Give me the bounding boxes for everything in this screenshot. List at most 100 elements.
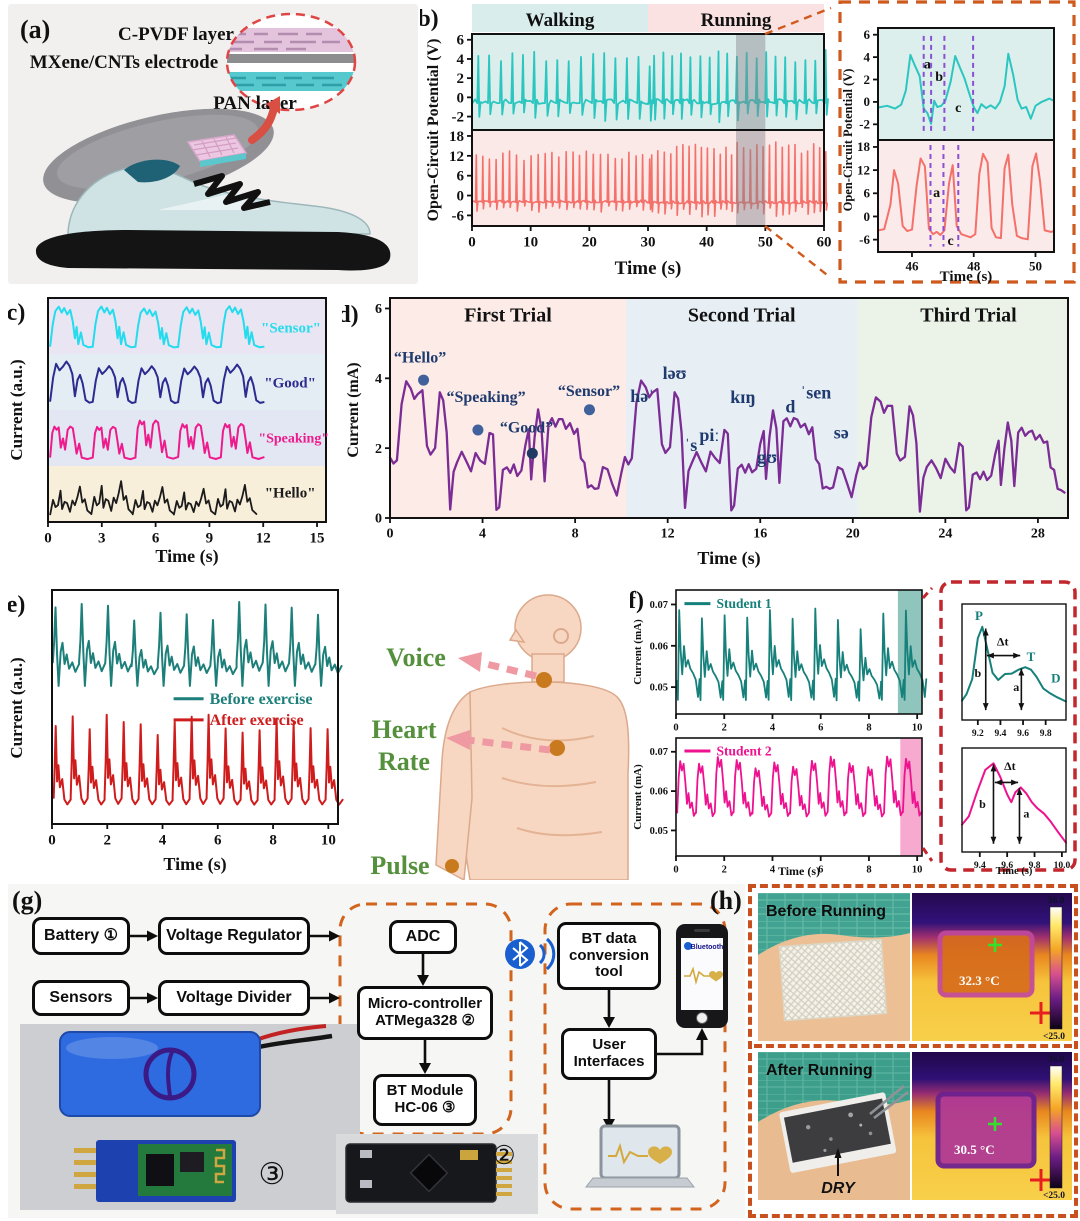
x-tick-label: 30	[641, 234, 656, 250]
label-mxene: MXene/CNTs electrode	[30, 52, 218, 73]
y-tick-label: 4	[864, 49, 871, 64]
green-crosshair	[988, 938, 1002, 952]
panel-text: (f)	[630, 588, 644, 614]
x-tick-label: 16	[753, 526, 767, 541]
y-tick-label: 6	[457, 33, 465, 49]
legend-label: After exercise	[210, 712, 304, 729]
head	[514, 594, 582, 662]
panel-text: Current (a.u.)	[8, 657, 26, 758]
x-tick-label: 9.4	[994, 729, 1006, 739]
y-tick-label: 0.07	[650, 747, 668, 758]
annotation-label: P	[975, 608, 983, 623]
y-tick-label: 4	[375, 372, 382, 387]
panel-text: Current (mA)	[632, 619, 644, 685]
plot-background	[472, 34, 824, 130]
data-trace	[49, 419, 265, 461]
annotation-label: c	[947, 234, 953, 249]
arrow-patch-to-inset	[248, 104, 278, 144]
annotation-label: b	[935, 70, 943, 85]
thermal-patch-region	[937, 930, 1035, 998]
arrow-head	[994, 779, 1002, 786]
annotation-label: ˈs	[684, 435, 697, 455]
annotation-label: First Trial	[464, 305, 552, 327]
adc-box: ADC	[389, 920, 457, 954]
bt-module-label-2: HC-06 ③	[394, 1099, 456, 1116]
y-tick-label: 0	[457, 90, 465, 106]
annotation-label: a	[1023, 807, 1029, 821]
x-tick-label: 4	[770, 865, 776, 876]
annotation-dot	[526, 447, 538, 459]
panel-g-tag: (g)	[12, 886, 43, 915]
voice-arrow-head	[458, 652, 482, 672]
y-tick-label: 0	[375, 512, 382, 527]
x-tick-label: 48	[967, 259, 981, 274]
y-tick-label: 12	[449, 149, 464, 165]
x-tick-label: 2	[104, 832, 112, 848]
arrow-head	[982, 628, 989, 636]
sensor-patch-side	[200, 153, 246, 167]
red-crosshair	[1030, 1169, 1052, 1191]
data-trace	[49, 360, 265, 405]
connector-line	[764, 6, 832, 36]
panel-text: Time (s)	[697, 548, 760, 569]
sensor-patch	[186, 134, 248, 167]
arrow-head	[1018, 668, 1025, 676]
scale-min-label: <25.0	[1043, 1032, 1065, 1041]
axes-box	[675, 589, 923, 715]
panel-text: Time (s)	[163, 854, 226, 875]
annotation-label: d	[785, 397, 795, 417]
panel-a-device-schematic: (a) C-PVDF layer MXene/CNTs electrode PA…	[8, 4, 418, 284]
background-band	[626, 298, 858, 518]
shoe-laces	[193, 173, 271, 211]
x-tick-label: 20	[582, 234, 597, 250]
panel-text: Time (s)	[940, 269, 993, 284]
ear	[553, 628, 569, 644]
annotation-label: "Good"	[264, 376, 316, 392]
arrow-patch-to-inset-head	[266, 96, 280, 114]
layer-stack-inset	[225, 12, 357, 112]
x-tick-label: 8	[866, 723, 871, 734]
panel-f-zoom-inset-chart: 9.2 9.4 9.6 9.8 P TDb a Δt 9.4 9.6 9.8 10.0 Δt b a Time…	[939, 580, 1077, 877]
axes-box	[51, 589, 339, 825]
y-tick-label: 4	[457, 52, 465, 68]
annotation-dot	[472, 424, 484, 436]
tweezers	[869, 1084, 909, 1120]
y-tick-label: 18	[857, 139, 871, 154]
microcontroller-photo: ②	[336, 1134, 538, 1214]
annotation-label: Third Trial	[920, 305, 1017, 327]
highlight-band	[736, 130, 766, 226]
flow-arrows	[130, 934, 704, 1119]
microcontroller-label-1: Micro-controller	[367, 995, 483, 1013]
y-tick-label: -2	[859, 117, 870, 132]
axes-box	[961, 603, 1067, 721]
temp-before-label: 32.3 °C	[959, 973, 1000, 988]
connector-line	[921, 586, 933, 600]
y-tick-label: 18	[449, 129, 464, 145]
user-interfaces-label-1: User	[592, 1036, 626, 1054]
annotation-label: “Hello”	[394, 350, 446, 367]
bt-data-label-3: tool	[595, 963, 623, 981]
phone-bluetooth-label: Bluetooth	[691, 944, 724, 951]
microcontroller-box: Micro-controller ATMega328 ②	[357, 986, 493, 1040]
arrow-head	[990, 764, 997, 772]
x-tick-label: 10	[912, 723, 923, 734]
x-tick-label: 8	[866, 865, 871, 876]
x-tick-label: 8	[269, 832, 277, 848]
y-tick-label: 2	[864, 72, 871, 87]
arrow-head	[1016, 787, 1023, 795]
x-tick-label: 3	[98, 530, 106, 546]
before-running-label: Before Running	[766, 903, 886, 920]
annotation-label: həˈ	[630, 386, 654, 406]
panel-text: Open-Circuit Potential (V)	[841, 69, 855, 212]
microcontroller-label-2: ATMega328 ②	[375, 1012, 475, 1029]
red-crosshair	[1030, 1002, 1052, 1024]
highlight-band	[736, 34, 766, 130]
legend-label: Before exercise	[210, 691, 313, 708]
bt-data-label-2: conversion	[568, 946, 650, 964]
x-tick-label: 15	[310, 530, 325, 546]
connector-line	[764, 225, 832, 279]
panel-h-tag: (h)	[710, 886, 742, 915]
scale-max-label: 36.0	[1048, 896, 1065, 906]
arrow-head	[986, 652, 994, 659]
label-cpvdf: C-PVDF layer	[118, 24, 234, 45]
